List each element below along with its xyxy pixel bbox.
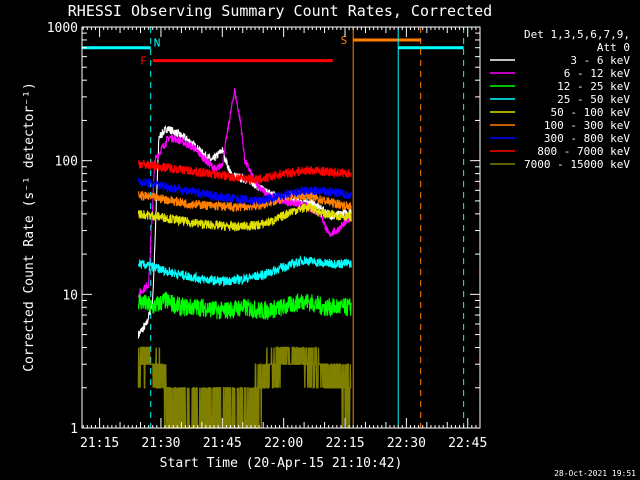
series-line-7 [137, 159, 352, 185]
timestamp: 28-Oct-2021 19:51 [554, 469, 636, 478]
x-tick-label: 21:15 [80, 436, 119, 451]
x-tick-label: 21:30 [141, 436, 180, 451]
chart-title: RHESSI Observing Summary Count Rates, Co… [68, 2, 492, 20]
plot-frame [81, 26, 481, 429]
legend-title-line-1: Det 1,3,5,6,7,9, [524, 28, 630, 41]
series-line-3 [138, 254, 352, 287]
series-line-5 [137, 189, 352, 213]
plot-area: NF S 1 10 100 1000 21:15 21:30 21:45 22:00 22:15 22… [47, 21, 488, 451]
y-tick-label: 10 [62, 288, 78, 303]
x-tick-label: 21:45 [203, 436, 242, 451]
x-tick-label: 22:00 [264, 436, 303, 451]
flag-label-2: F [140, 55, 147, 68]
series-line-6 [137, 177, 352, 207]
y-tick-label: 1000 [47, 21, 78, 36]
flag-label-3: S [341, 34, 348, 47]
y-tick-label: 1 [70, 422, 78, 437]
legend-title-line-2: Att 0 [597, 41, 630, 54]
series-line-1 [137, 87, 352, 298]
legend-entry: 6 - 12 keV [564, 67, 631, 80]
x-tick-label: 22:45 [448, 436, 487, 451]
legend-entry: 800 - 7000 keV [537, 145, 630, 158]
legend-entry: 300 - 800 keV [544, 132, 630, 145]
x-tick-label: 22:30 [387, 436, 426, 451]
legend-entry: 100 - 300 keV [544, 119, 630, 132]
legend-entry: 7000 - 15000 keV [524, 158, 630, 171]
flag-label-0: N [154, 37, 161, 50]
y-axis-label: Corrected Count Rate (s⁻¹ detector⁻¹) [22, 82, 37, 372]
series-line-4 [137, 203, 352, 232]
series-line-2 [137, 291, 352, 321]
x-axis-label: Start Time (20-Apr-15 21:10:42) [160, 456, 403, 471]
y-tick-label: 100 [55, 155, 78, 170]
legend-entry: 25 - 50 keV [557, 93, 630, 106]
legend-entry: 12 - 25 keV [557, 80, 630, 93]
x-tick-label: 22:15 [325, 436, 364, 451]
legend-entry: 3 - 6 keV [570, 54, 630, 67]
legend-entry: 50 - 100 keV [551, 106, 631, 119]
